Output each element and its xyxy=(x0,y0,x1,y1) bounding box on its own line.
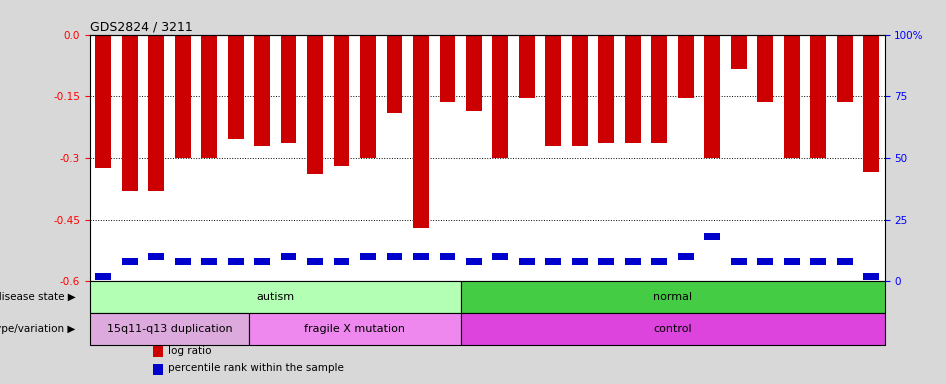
Bar xyxy=(254,258,270,265)
Bar xyxy=(281,253,296,260)
Bar xyxy=(90,313,249,344)
Bar xyxy=(731,258,746,265)
Bar xyxy=(784,35,799,158)
Bar xyxy=(837,35,852,103)
Text: log ratio: log ratio xyxy=(167,346,211,356)
Bar xyxy=(334,258,349,265)
Bar xyxy=(864,35,879,172)
Bar xyxy=(546,35,561,146)
Bar xyxy=(461,281,885,313)
Bar xyxy=(307,35,323,174)
Bar xyxy=(254,35,270,146)
Text: GDS2824 / 3211: GDS2824 / 3211 xyxy=(90,20,193,33)
Bar xyxy=(599,258,614,265)
Text: autism: autism xyxy=(256,292,294,302)
Bar xyxy=(149,253,164,260)
Text: genotype/variation ▶: genotype/variation ▶ xyxy=(0,324,76,334)
Bar xyxy=(96,273,111,280)
Bar xyxy=(466,35,482,111)
Bar xyxy=(731,35,746,70)
Bar xyxy=(572,35,587,146)
Text: control: control xyxy=(654,324,692,334)
Bar xyxy=(652,35,667,144)
Bar xyxy=(758,258,773,265)
Text: fragile X mutation: fragile X mutation xyxy=(305,324,405,334)
Bar xyxy=(96,35,111,168)
Bar xyxy=(625,35,640,144)
Bar xyxy=(360,253,376,260)
Bar xyxy=(572,258,587,265)
Bar xyxy=(493,35,508,158)
Bar xyxy=(360,35,376,158)
Bar xyxy=(440,253,455,260)
Bar xyxy=(153,346,163,357)
Bar xyxy=(90,281,461,313)
Bar xyxy=(652,258,667,265)
Bar xyxy=(175,258,190,265)
Bar xyxy=(678,35,693,98)
Bar xyxy=(705,233,720,240)
Bar xyxy=(864,273,879,280)
Bar xyxy=(307,258,323,265)
Bar xyxy=(122,258,137,265)
Bar xyxy=(678,253,693,260)
Bar xyxy=(599,35,614,144)
Text: 15q11-q13 duplication: 15q11-q13 duplication xyxy=(107,324,232,334)
Bar xyxy=(758,35,773,103)
Bar xyxy=(493,253,508,260)
Bar xyxy=(334,35,349,166)
Bar xyxy=(519,35,534,98)
Bar xyxy=(153,364,163,375)
Bar xyxy=(413,35,429,228)
Bar xyxy=(281,35,296,144)
Bar xyxy=(811,258,826,265)
Bar xyxy=(440,35,455,103)
Bar xyxy=(228,35,243,139)
Bar xyxy=(461,313,885,344)
Bar xyxy=(387,253,402,260)
Bar xyxy=(837,258,852,265)
Bar xyxy=(201,258,217,265)
Bar xyxy=(175,35,190,158)
Bar xyxy=(811,35,826,158)
Bar xyxy=(249,313,461,344)
Bar xyxy=(625,258,640,265)
Bar xyxy=(228,258,243,265)
Bar xyxy=(122,35,137,191)
Bar xyxy=(784,258,799,265)
Bar xyxy=(413,253,429,260)
Bar xyxy=(466,258,482,265)
Text: percentile rank within the sample: percentile rank within the sample xyxy=(167,363,343,373)
Bar xyxy=(149,35,164,191)
Bar xyxy=(519,258,534,265)
Bar xyxy=(546,258,561,265)
Bar xyxy=(201,35,217,158)
Bar xyxy=(705,35,720,158)
Bar xyxy=(387,35,402,113)
Text: normal: normal xyxy=(653,292,692,302)
Text: disease state ▶: disease state ▶ xyxy=(0,292,76,302)
